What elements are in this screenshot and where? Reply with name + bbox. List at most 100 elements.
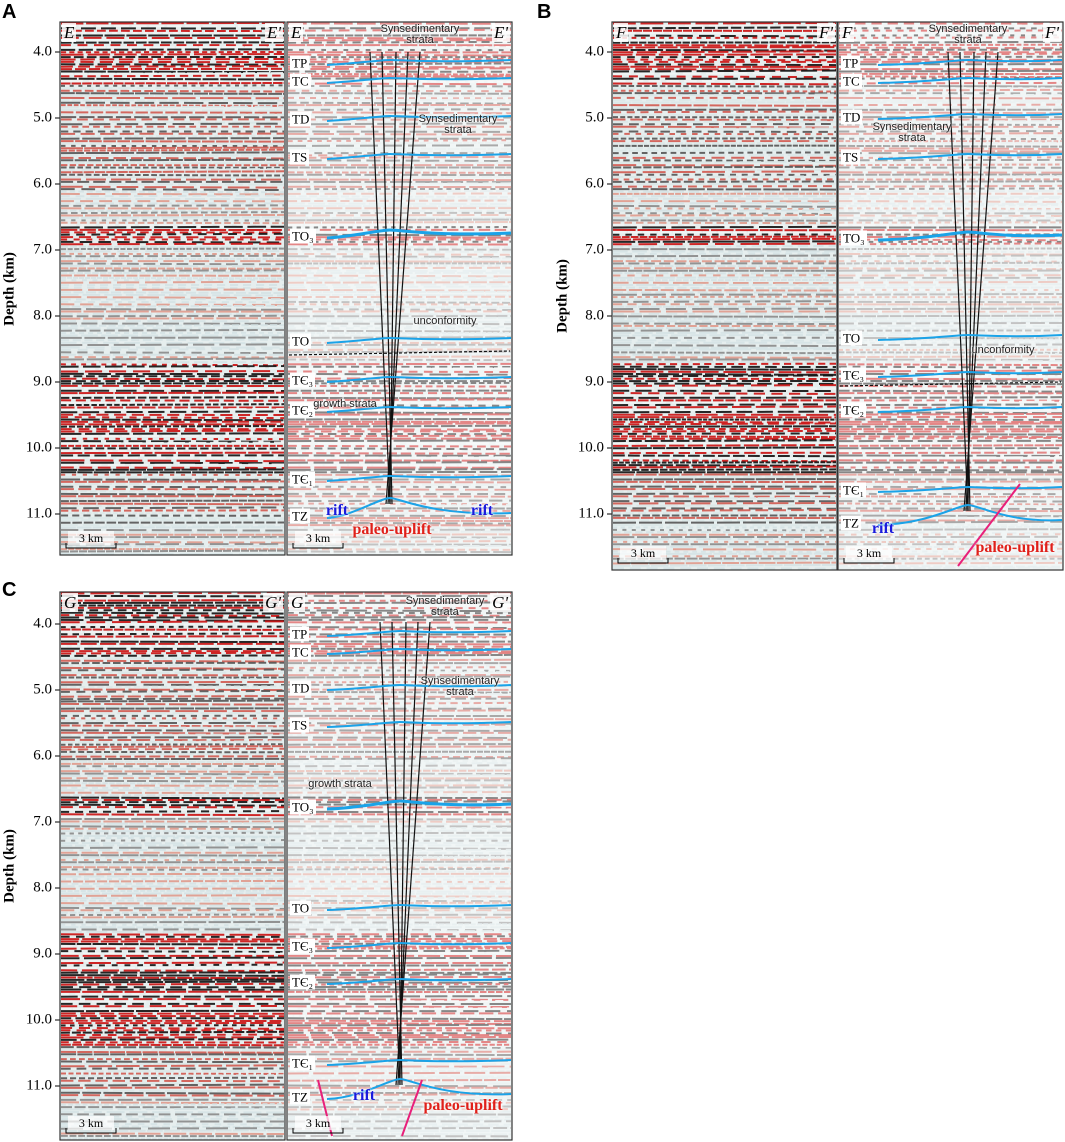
- reflector: [612, 135, 837, 138]
- depth-tick-label: 11.0: [26, 1077, 52, 1094]
- reflector: [287, 178, 512, 182]
- reflector: [612, 429, 837, 433]
- reflector: [838, 389, 1063, 393]
- reflector: [287, 473, 512, 477]
- reflector: [287, 726, 512, 729]
- reflector: [60, 276, 285, 280]
- reflector: [60, 640, 285, 644]
- reflector: [60, 879, 285, 883]
- reflector: [287, 536, 512, 539]
- reflector: [612, 151, 837, 155]
- reflector: [60, 868, 285, 872]
- reflector: [60, 796, 285, 800]
- reflector: [60, 84, 285, 87]
- reflector: [60, 393, 285, 397]
- section-frame: [837, 21, 1064, 571]
- annotation: unconformity: [971, 344, 1035, 356]
- reflector: [287, 149, 512, 153]
- reflector: [287, 139, 512, 143]
- reflector: [287, 854, 512, 857]
- reflector: [287, 863, 512, 867]
- reflector: [287, 697, 512, 701]
- reflector: [612, 496, 837, 500]
- horizon: [877, 370, 1063, 378]
- section-start-label: F: [840, 23, 855, 42]
- reflector: [612, 101, 837, 104]
- reflector: [287, 767, 512, 771]
- reflector: [287, 312, 512, 316]
- horizon-label: TЄ₁: [290, 1055, 316, 1071]
- reflector: [60, 80, 285, 83]
- reflector: [60, 825, 285, 829]
- reflector: [287, 837, 512, 841]
- reflector: [60, 492, 285, 496]
- reflector: [60, 304, 285, 308]
- reflector: [287, 108, 512, 111]
- reflector: [60, 1030, 285, 1034]
- reflector: [60, 399, 285, 402]
- reflector: [612, 106, 837, 110]
- reflector: [287, 428, 512, 431]
- reflector: [287, 411, 512, 415]
- reflector: [60, 874, 285, 878]
- reflector: [838, 468, 1063, 472]
- reflector: [60, 911, 285, 915]
- reflector: [287, 122, 512, 126]
- reflector: [60, 81, 285, 85]
- reflector: [60, 933, 285, 936]
- horizon: [326, 375, 512, 383]
- reflector: [612, 563, 837, 567]
- reflector: [838, 528, 1063, 531]
- reflector: [60, 699, 285, 703]
- annotation: rift: [470, 502, 494, 519]
- reflector: [60, 678, 285, 681]
- boundary-line: [957, 483, 1021, 567]
- scale-bg: [620, 546, 666, 560]
- reflector: [287, 28, 512, 32]
- reflector: [287, 96, 512, 100]
- annotation: Synsedimentary strata: [380, 23, 460, 46]
- reflector: [287, 1132, 512, 1136]
- horizon: [877, 76, 1063, 84]
- reflector: [287, 806, 512, 809]
- reflector: [60, 357, 285, 361]
- reflector: [838, 200, 1063, 203]
- depth-tick-label: 9.0: [33, 373, 52, 390]
- reflector: [287, 202, 512, 206]
- reflector: [612, 276, 837, 279]
- reflector: [612, 410, 837, 414]
- reflector: [287, 293, 512, 297]
- horizon: [877, 405, 1063, 413]
- reflector: [838, 512, 1063, 515]
- reflector: [287, 67, 512, 71]
- depth-tick-label: 8.0: [33, 307, 52, 324]
- reflector: [287, 690, 512, 694]
- horizon-label: TЄ₃: [290, 372, 316, 388]
- reflector: [60, 308, 285, 311]
- reflector: [60, 866, 285, 870]
- horizon-label: TЄ₂: [290, 974, 316, 990]
- reflector: [838, 86, 1063, 90]
- reflector: [838, 314, 1063, 318]
- reflector: [838, 495, 1063, 499]
- reflector: [60, 719, 285, 722]
- annotation: rift: [352, 1087, 376, 1104]
- reflector: [287, 774, 512, 777]
- reflector: [60, 659, 285, 663]
- horizon-label: TS: [841, 149, 861, 165]
- depth-tick-label: 7.0: [33, 813, 52, 830]
- horizon-label: TO: [841, 330, 863, 346]
- reflector: [60, 94, 285, 98]
- reflector: [60, 53, 285, 56]
- reflector: [287, 526, 512, 530]
- reflector: [838, 123, 1063, 126]
- reflector: [287, 416, 512, 420]
- reflector: [60, 441, 285, 445]
- reflector: [838, 149, 1063, 153]
- reflector: [60, 693, 285, 697]
- reflector: [287, 40, 512, 44]
- reflector: [287, 519, 512, 523]
- reflector: [612, 439, 837, 443]
- reflector: [60, 1043, 285, 1047]
- horizon-label: TS: [290, 149, 310, 165]
